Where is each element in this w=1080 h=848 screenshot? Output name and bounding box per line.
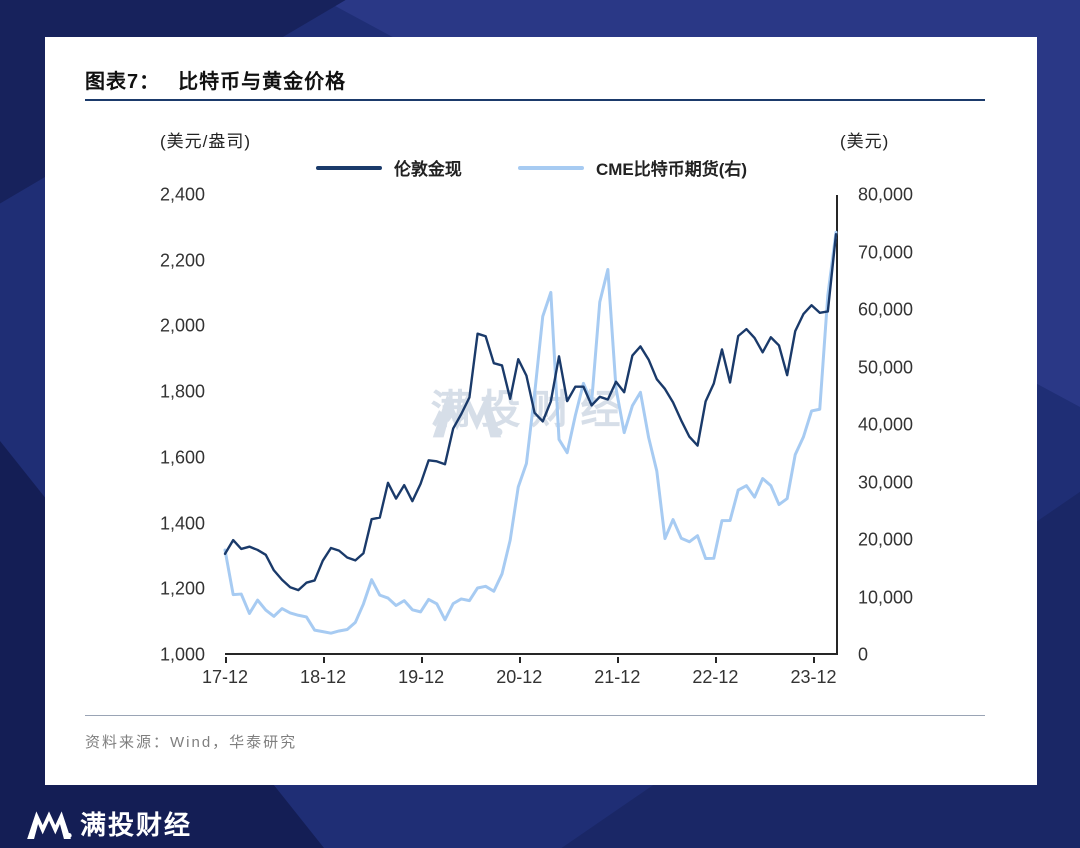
x-axis-tick-mark	[519, 657, 521, 663]
y-axis-left-tick: 2,400	[159, 184, 205, 205]
y-axis-left-tick: 2,200	[159, 250, 205, 271]
x-axis-tick-label: 17-12	[201, 667, 249, 687]
chart-legend: 伦敦金现 CME比特币期货(右)	[225, 155, 838, 180]
x-axis-tick-label: 18-12	[300, 667, 347, 687]
title-divider	[85, 99, 985, 101]
y-axis-right-tick: 60,000	[858, 299, 914, 320]
figure-header: 图表7： 比特币与黄金价格	[85, 65, 346, 94]
x-axis-tick-label: 22-12	[692, 667, 739, 687]
x-axis-tick-label: 21-12	[594, 667, 641, 687]
y-axis-right-tick: 20,000	[858, 529, 914, 550]
y-axis-right: 80,000 70,000 60,000 50,000 40,000 30,000 20,0…	[846, 185, 956, 665]
source-text: 资料来源：Wind，华泰研究	[85, 734, 298, 751]
line-gold	[223, 233, 838, 592]
y-axis-right-tick: 0	[858, 644, 869, 665]
line-bitcoin	[223, 230, 838, 635]
x-axis: 17-12 18-12 19-12 20-12 21-12 22-12 23-12	[202, 657, 838, 697]
brand-logo-icon	[27, 810, 72, 839]
left-axis-unit-label: (美元/盎司)	[160, 132, 252, 151]
y-axis-right-tick: 30,000	[858, 472, 914, 492]
y-axis-left-tick: 1,400	[159, 513, 205, 534]
source-divider	[85, 715, 985, 716]
x-axis-tick-label: 19-12	[398, 667, 445, 687]
figure-title: 比特币与黄金价格	[178, 71, 347, 93]
x-axis-tick-label: 20-12	[496, 667, 543, 687]
y-axis-left-tick: 2,000	[159, 315, 205, 336]
y-axis-right-tick: 10,000	[858, 587, 914, 607]
y-axis-left-tick: 1,800	[159, 381, 205, 402]
y-axis-right-tick: 50,000	[858, 357, 914, 377]
x-axis-tick-label: 23-12	[790, 667, 837, 687]
legend-label-bitcoin: CME比特币期货(右)	[595, 160, 748, 179]
figure-label: 图表7：	[85, 71, 161, 93]
bitcoin-line-swatch	[517, 165, 584, 170]
y-axis-right-tick: 80,000	[858, 184, 914, 205]
brand-footer: 满投财经	[26, 805, 192, 842]
y-axis-right-tick: 40,000	[858, 414, 914, 435]
y-axis-right-tick: 70,000	[858, 242, 914, 262]
chart-svg	[223, 230, 838, 635]
y-axis-left: 2,400 2,200 2,000 1,800 1,600 1,400 1,200 1,000	[105, 185, 215, 665]
right-axis-unit-label: (美元)	[840, 132, 890, 151]
legend-item-bitcoin: CME比特币期货(右)	[517, 155, 748, 180]
legend-label-gold: 伦敦金现	[393, 160, 462, 179]
x-axis-tick-mark	[617, 657, 619, 663]
x-axis-tick-mark	[715, 657, 717, 663]
y-axis-left-tick: 1,600	[159, 447, 205, 468]
report-figure-card: 图表7： 比特币与黄金价格 (美元/盎司) (美元) 伦敦金现 CME比特币期货(…	[45, 37, 1037, 785]
x-axis-tick-mark	[323, 657, 325, 663]
x-axis-tick-mark	[813, 657, 815, 663]
gold-line-swatch	[315, 165, 382, 170]
x-axis-tick-mark	[225, 657, 227, 663]
y-axis-left-tick: 1,000	[159, 644, 205, 665]
y-axis-left-tick: 1,200	[159, 578, 205, 599]
legend-item-gold: 伦敦金现	[315, 155, 462, 180]
plot-area: 满投财经	[223, 195, 838, 655]
brand-name: 满投财经	[80, 810, 193, 840]
x-axis-tick-mark	[421, 657, 423, 663]
